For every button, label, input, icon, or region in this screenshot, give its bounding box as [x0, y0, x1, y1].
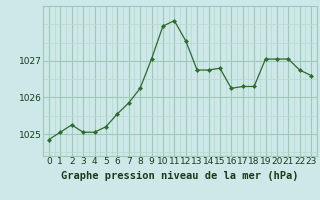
X-axis label: Graphe pression niveau de la mer (hPa): Graphe pression niveau de la mer (hPa) — [61, 171, 299, 181]
